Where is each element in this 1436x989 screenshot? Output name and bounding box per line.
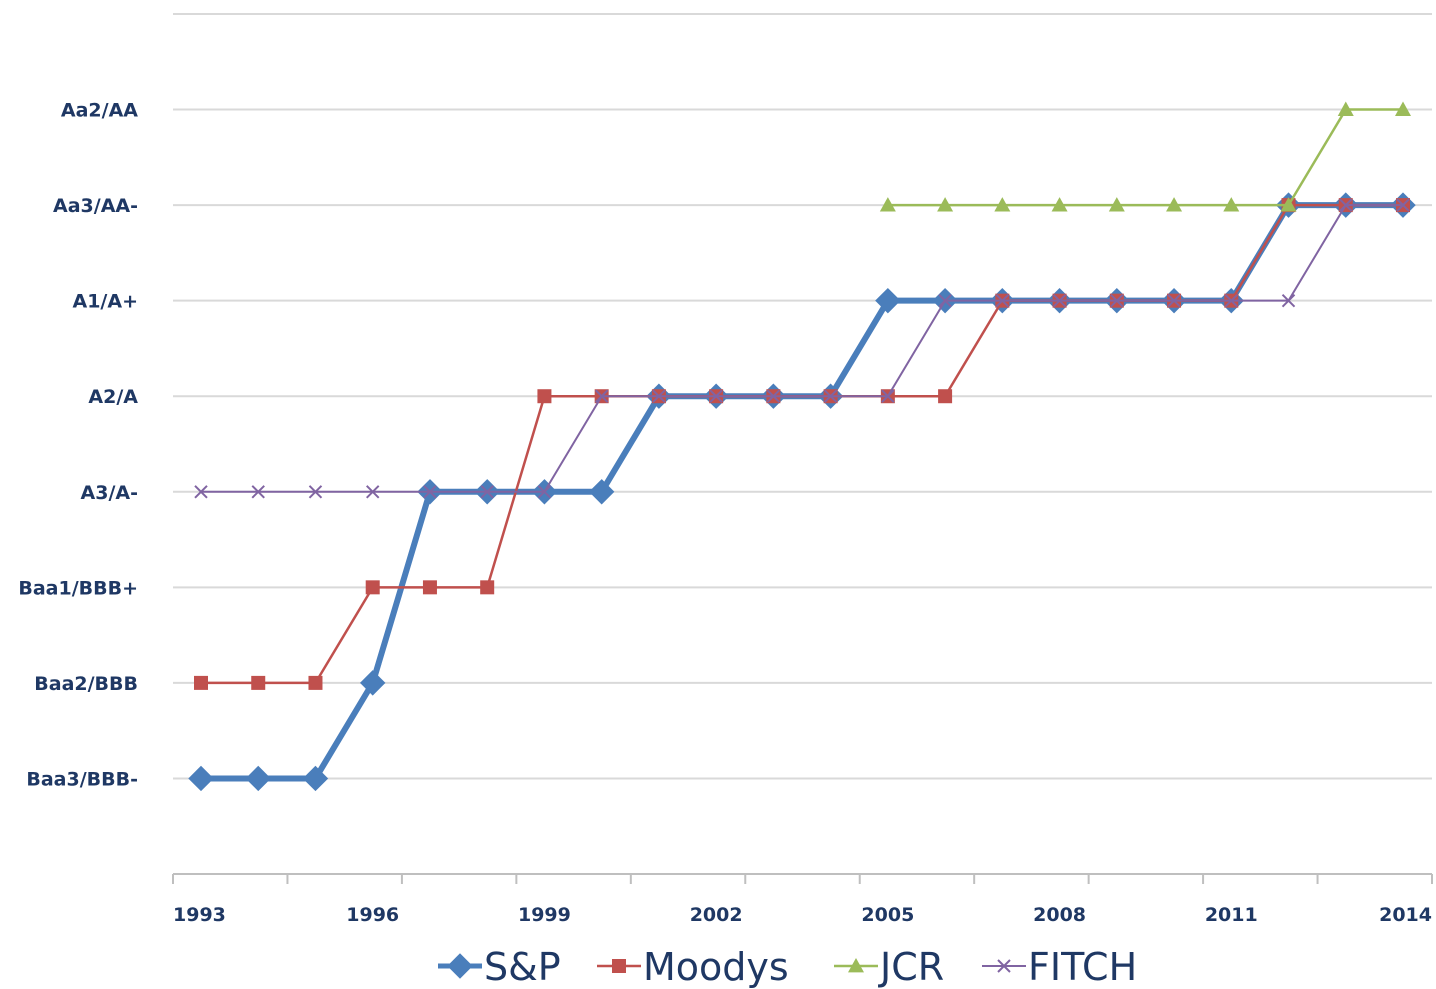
data-point-fitch — [881, 389, 895, 403]
data-point-fitch — [594, 389, 609, 403]
data-point-fitch — [652, 389, 666, 403]
data-point-moodys — [480, 580, 495, 595]
legend-item-moodys: Moodys — [597, 945, 789, 989]
data-point-moodys — [365, 580, 380, 595]
data-point-fitch — [308, 485, 323, 499]
data-point-fitch — [366, 485, 380, 499]
legend-swatch-marker — [447, 953, 473, 979]
data-point-s-p — [302, 765, 329, 792]
y-tick-label: A1/A+ — [73, 291, 139, 313]
series-jcr — [879, 101, 1411, 212]
data-point-fitch — [1052, 293, 1067, 308]
y-tick-label: Baa2/BBB — [34, 673, 138, 695]
x-tick-label: 1996 — [346, 904, 399, 926]
y-tick-label: Baa1/BBB+ — [18, 577, 138, 599]
legend-label: FITCH — [1028, 945, 1137, 989]
x-tick-label: 2014 — [1379, 904, 1432, 926]
data-point-s-p — [588, 479, 615, 505]
data-point-jcr — [1223, 197, 1240, 212]
y-tick-label: Aa3/AA- — [53, 195, 138, 217]
data-point-s-p — [875, 287, 901, 314]
data-point-jcr — [1280, 197, 1297, 212]
data-point-fitch — [938, 293, 952, 308]
legend-item-jcr: JCR — [834, 945, 944, 989]
data-point-fitch — [480, 485, 494, 499]
series-line-jcr — [887, 108, 1403, 207]
data-point-moodys — [251, 675, 266, 690]
x-tick-label: 2005 — [861, 904, 914, 926]
data-point-jcr — [1395, 101, 1411, 116]
series-line-fitch — [201, 204, 1403, 493]
data-point-moodys — [938, 389, 953, 404]
data-point-jcr — [937, 197, 954, 212]
series-moodys — [194, 198, 1410, 690]
legend: S&P Moodys JCR FITCH — [438, 945, 1137, 989]
legend-item-s-p: S&P — [438, 945, 561, 989]
data-point-fitch — [251, 485, 265, 499]
data-point-fitch — [1167, 293, 1181, 308]
x-axis: 1993 1996 1999 2002 2005 2008 2011 2014 — [172, 873, 1433, 926]
y-tick-label: A2/A — [88, 386, 138, 408]
data-point-fitch — [709, 389, 723, 403]
y-tick-label: A3/A- — [81, 482, 138, 504]
data-point-fitch — [1110, 293, 1124, 308]
x-tick-label: 1999 — [518, 904, 571, 926]
data-point-moodys — [194, 675, 208, 690]
legend-item-fitch: FITCH — [982, 945, 1137, 989]
legend-swatch-marker — [848, 958, 864, 973]
y-tick-label: Aa2/AA — [61, 100, 138, 122]
data-point-s-p — [188, 765, 214, 792]
series-lines — [188, 101, 1416, 792]
data-point-s-p — [245, 765, 271, 792]
legend-label: JCR — [878, 945, 944, 989]
x-tick-label: 2008 — [1033, 904, 1086, 926]
x-tick-label: 1993 — [173, 904, 226, 926]
data-point-fitch — [537, 485, 552, 499]
x-tick-label: 2011 — [1205, 904, 1258, 926]
legend-swatch-marker — [997, 959, 1011, 973]
data-point-fitch — [1396, 198, 1410, 212]
data-point-fitch — [423, 485, 437, 499]
data-point-fitch — [1339, 198, 1353, 212]
data-point-jcr — [879, 197, 896, 212]
data-point-fitch — [823, 389, 838, 403]
series-line-moodys — [201, 203, 1403, 685]
data-point-moodys — [422, 580, 437, 595]
data-point-jcr — [1166, 197, 1183, 212]
data-point-jcr — [1108, 197, 1125, 212]
y-axis-tick-labels: Baa3/BBB- Baa2/BBB Baa1/BBB+ A3/A- A2/A A1/A+… — [18, 100, 138, 791]
data-point-jcr — [994, 197, 1011, 212]
data-point-fitch — [1224, 293, 1238, 308]
legend-label: Moodys — [643, 945, 789, 989]
series-fitch — [194, 198, 1410, 499]
legend-swatch-marker — [612, 959, 626, 973]
data-point-s-p — [360, 670, 386, 696]
x-tick-label: 2002 — [690, 904, 743, 926]
data-point-fitch — [1281, 293, 1296, 308]
data-point-moodys — [537, 389, 552, 404]
data-point-jcr — [1337, 101, 1354, 116]
data-point-fitch — [995, 293, 1010, 308]
data-point-moodys — [308, 675, 323, 690]
data-point-fitch — [194, 485, 208, 499]
y-tick-label: Baa3/BBB- — [26, 768, 138, 790]
legend-label: S&P — [484, 945, 561, 989]
data-point-jcr — [1051, 197, 1068, 212]
data-point-fitch — [766, 389, 781, 403]
